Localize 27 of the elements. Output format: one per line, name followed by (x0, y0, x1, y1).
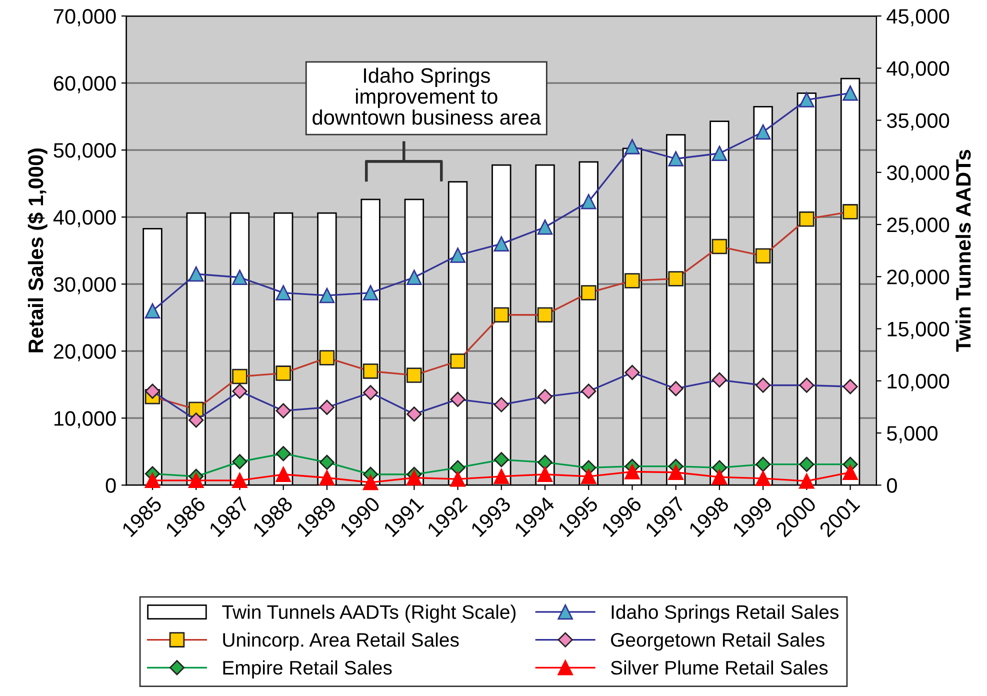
y-tick-label: 60,000 (54, 76, 116, 94)
legend-label: Twin Tunnels AADTs (Right Scale) (222, 604, 516, 623)
y2-tick-label: 15,000 (888, 322, 950, 339)
annotation: Idaho Springs improvement to downtown business area (312, 68, 542, 125)
y-tick-label: 10,000 (54, 411, 116, 428)
y2-tick-label: 35,000 (886, 113, 950, 130)
y2-axis-title: Twin Tunnels AADTs (955, 150, 971, 352)
y-axis-title: Retail Sales ($ 1,000) (28, 148, 48, 352)
legend-label: Georgetown Retail Sales (611, 632, 824, 651)
y2-tick-label: 45,000 (886, 9, 950, 26)
y-tick-label: 40,000 (53, 210, 116, 228)
legend-label: Empire Retail Sales (223, 660, 392, 678)
legend-label: Idaho Springs Retail Sales (612, 604, 838, 623)
y2-tick-label: 30,000 (886, 165, 950, 183)
y2-tick-label: 40,000 (886, 61, 950, 78)
y-tick-label: 30,000 (54, 277, 116, 294)
y2-tick-label: 25,000 (887, 218, 950, 235)
y-tick-label: 70,000 (54, 9, 116, 26)
y2-tick-label: 0 (886, 478, 897, 493)
y-tick-label: 50,000 (54, 143, 116, 160)
y2-tick-label: 5,000 (887, 426, 938, 444)
legend-label: Silver Plume Retail Sales (610, 660, 828, 675)
y2-tick-label: 10,000 (888, 374, 950, 392)
legend-label: Unincorp. Area Retail Sales (223, 632, 459, 651)
y2-tick-label: 20,000 (887, 270, 950, 287)
y-tick-label: 0 (106, 478, 116, 493)
y-tick-label: 20,000 (54, 344, 116, 362)
